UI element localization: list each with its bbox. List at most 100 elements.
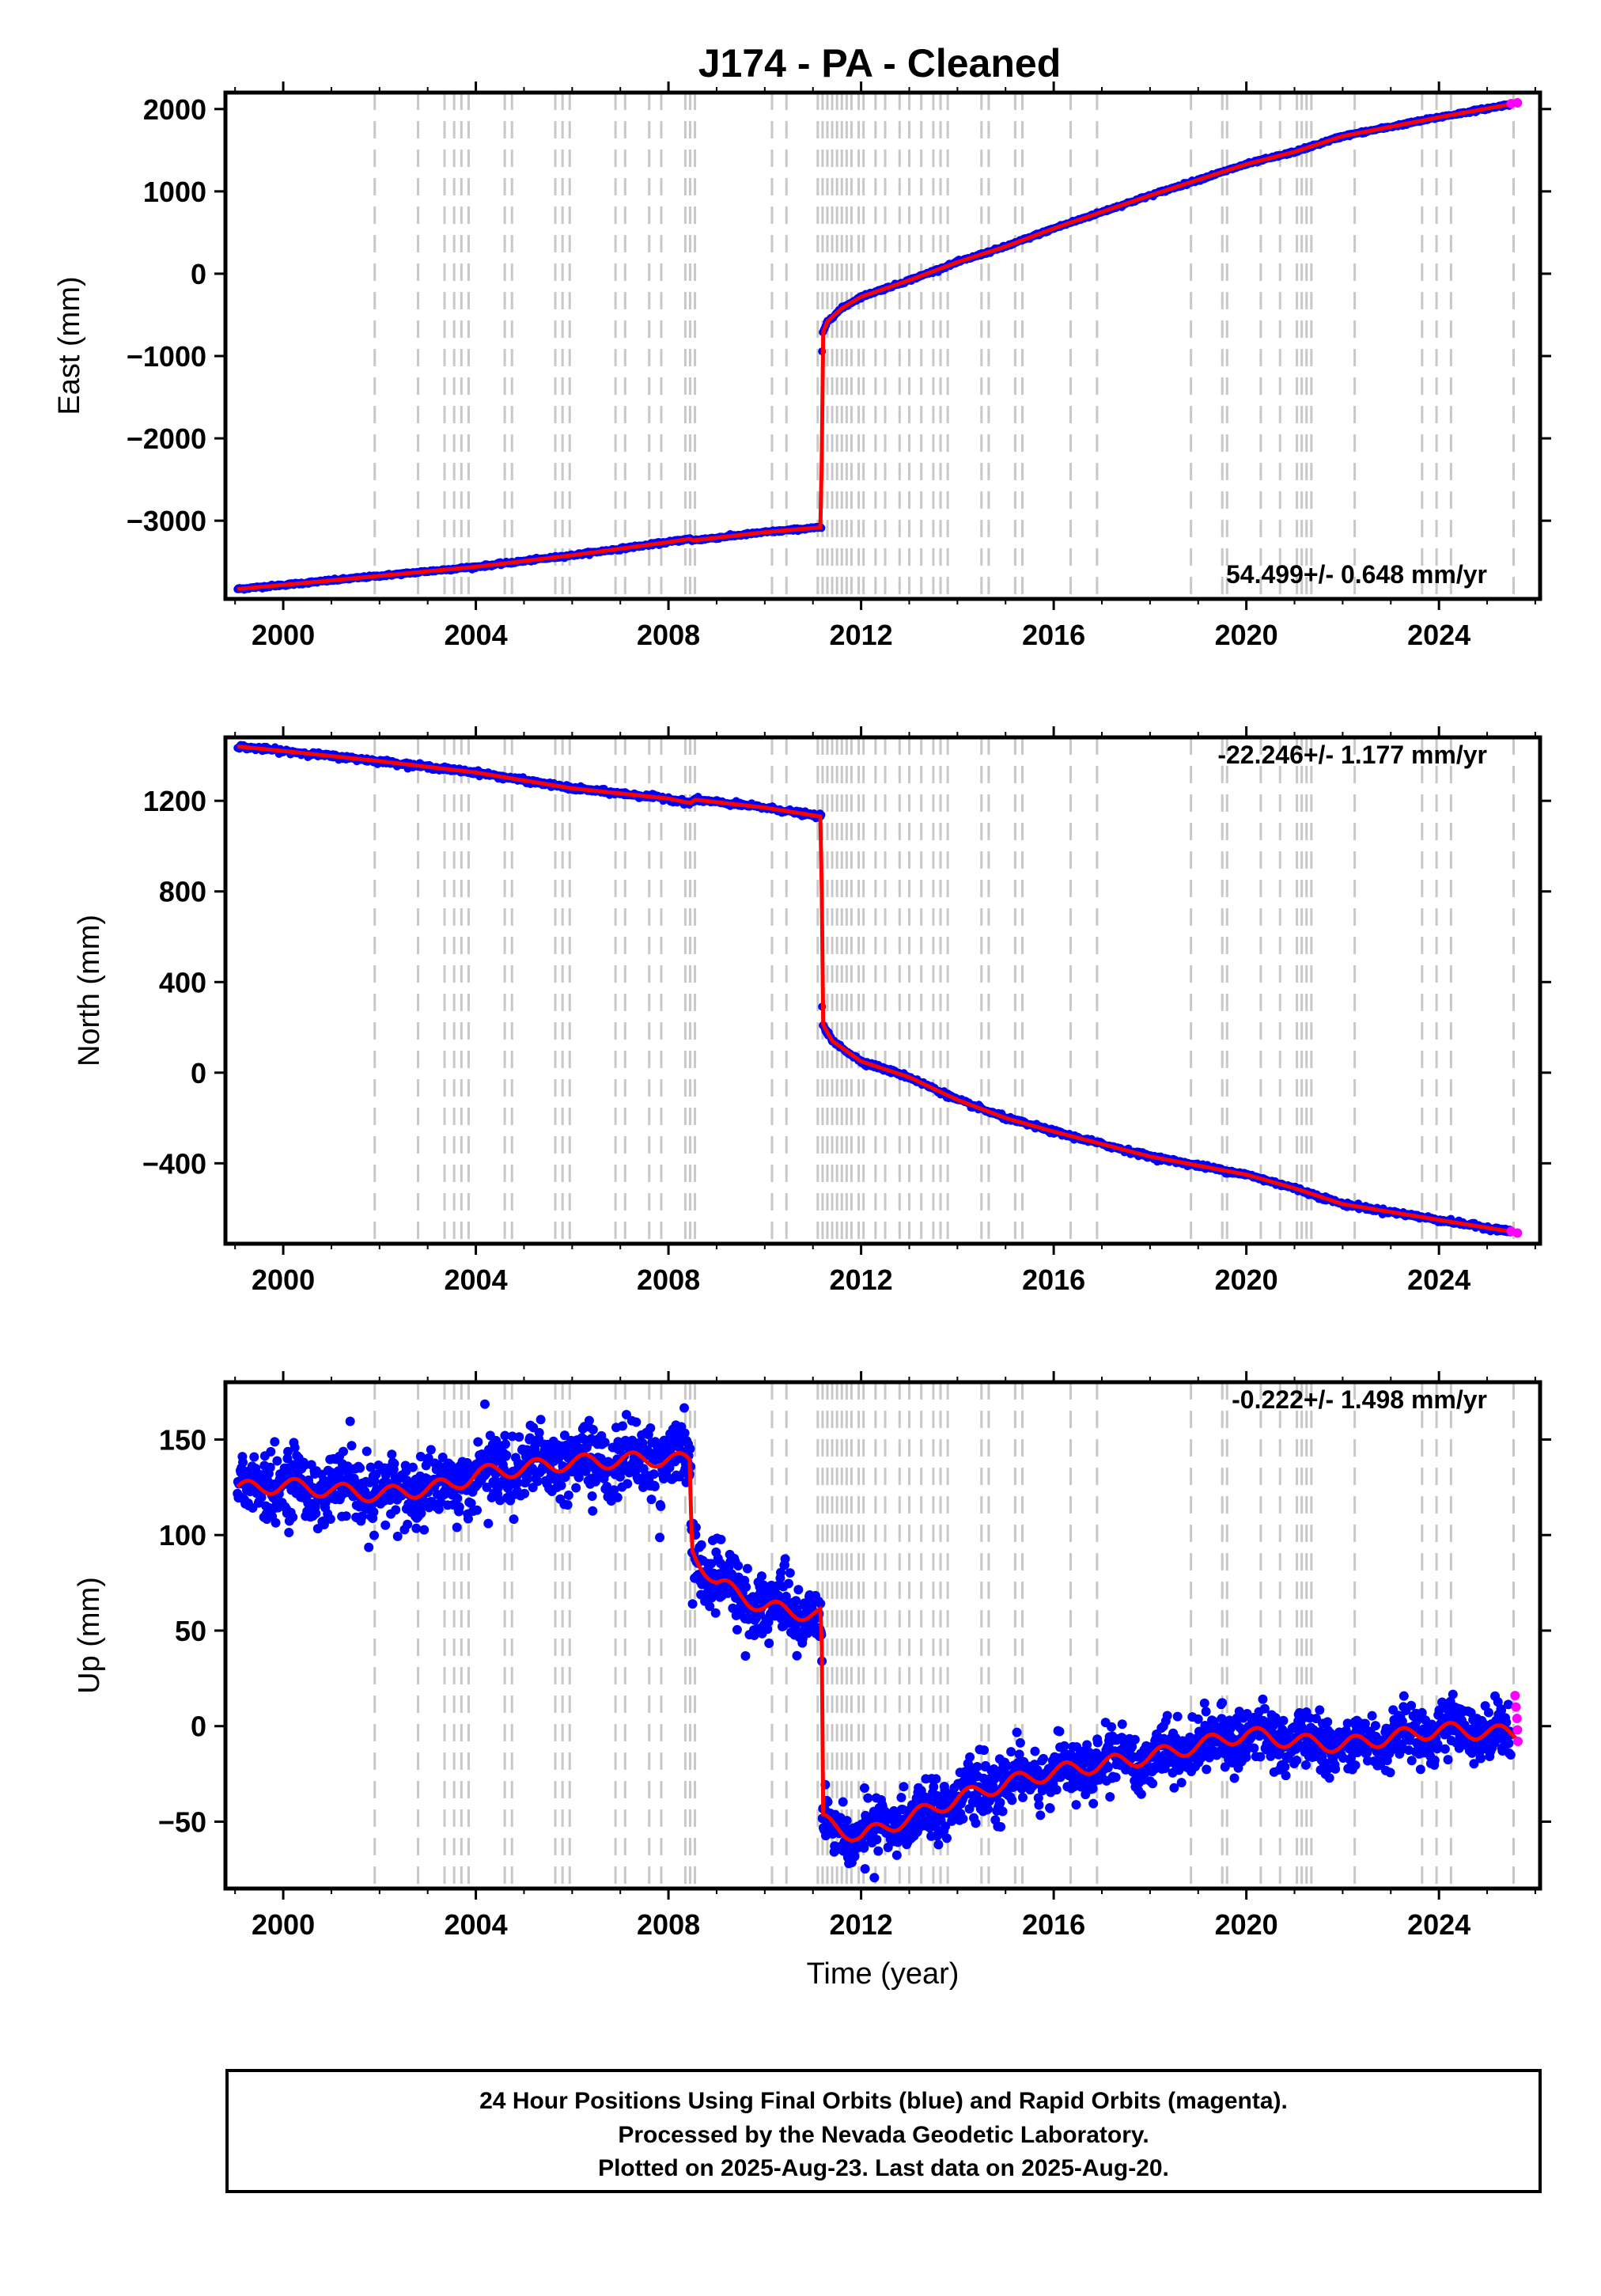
plot-area [233,1382,1523,1889]
data-point [403,1519,413,1529]
data-point [325,1514,335,1525]
data-point [355,1463,365,1473]
data-point [482,1482,492,1492]
data-point [472,1505,483,1515]
y-tick-label: 0 [191,258,206,290]
rate-annotation: 54.499+/- 0.648 mm/yr [1226,560,1487,589]
data-point [389,1458,399,1468]
data-point [483,1518,494,1529]
data-point [452,1522,462,1533]
data-point [290,1442,300,1453]
x-tick-label: 2016 [1022,1264,1085,1296]
data-point [361,1446,372,1457]
y-tick-label: −3000 [127,505,206,537]
data-point [272,1456,282,1466]
y-tick-label: −1000 [127,340,206,373]
data-point [623,1479,633,1489]
x-tick-label: 2024 [1407,619,1470,651]
data-point [536,1415,546,1425]
data-point [437,1453,448,1463]
x-tick-label: 2012 [830,619,893,651]
data-point [514,1432,524,1442]
y-tick-label: 800 [159,876,206,908]
rapid-point [1512,98,1523,108]
rate-annotation: -22.246+/- 1.177 mm/yr [1217,741,1487,769]
x-tick-label: 2004 [445,1264,508,1296]
data-point [618,1421,628,1431]
x-tick-label: 2020 [1215,619,1278,651]
plot-frame [223,735,1542,1246]
data-point [392,1531,403,1541]
data-point [369,1476,380,1487]
up-panel: 2000 2004 2008 2012 2016 2020 2024−50050100150… [73,1371,1551,1991]
data-point [358,1511,368,1521]
data-point [507,1431,517,1442]
x-tick-label: 2008 [637,1264,700,1296]
y-tick-label: 1000 [143,176,206,208]
data-point [365,1462,376,1472]
data-point [319,1519,329,1529]
x-tick-label: 2008 [637,619,700,651]
y-tick-label: 2000 [143,93,206,126]
data-point [364,1542,374,1552]
east-panel: 2000 2004 2008 2012 2016 2020 2024 −3000 −2000 −1… [53,81,1551,651]
y-tick-label: 1200 [143,785,206,817]
x-tick-label: 2016 [1022,619,1085,651]
x-tick-label: 2004 [445,619,508,651]
data-point [500,1439,510,1449]
data-point [288,1512,298,1522]
data-point [513,1478,523,1488]
data-point [534,1427,544,1438]
data-point [311,1508,321,1518]
data-point [270,1437,280,1447]
y-tick-label: −400 [142,1147,206,1180]
data-point [600,1438,610,1448]
data-point [407,1462,418,1472]
x-tick-label: 2020 [1215,1264,1278,1296]
data-point [612,1492,623,1502]
data-point [338,1446,348,1457]
data-point [479,1399,490,1409]
plot-area [233,93,1523,599]
figure-title: J174 - PA - Cleaned [698,41,1062,85]
data-point [369,1530,380,1540]
data-point [473,1437,483,1447]
plot-frame [223,90,1542,601]
data-point [416,1508,426,1518]
data-point [423,1453,433,1463]
data-point [369,1507,379,1517]
data-point [265,1462,275,1472]
data-point [411,1523,422,1533]
data-point [556,1480,566,1491]
data-point [466,1498,476,1508]
y-tick-label: 0 [191,1057,206,1089]
data-point [426,1445,436,1455]
data-point [463,1514,473,1524]
data-point [587,1491,597,1502]
y-tick-label: 400 [159,966,206,998]
data-point [282,1453,293,1464]
data-point [562,1500,573,1510]
data-point [238,1457,248,1468]
data-point [520,1488,530,1498]
data-point [588,1424,598,1434]
x-tick-label: 2024 [1407,1264,1470,1296]
data-point [509,1514,519,1525]
north-panel: 2000 2004 2008 2012 2016 2020 2024 −400 0 400 800 1… [73,726,1551,1296]
data-point [501,1450,512,1461]
data-point [271,1517,281,1528]
model-line [237,101,1517,591]
data-point [452,1493,463,1503]
data-point [266,1446,276,1457]
data-point [500,1430,510,1441]
data-point [345,1416,355,1426]
x-tick-label: 2012 [830,1264,893,1296]
data-point [284,1528,294,1538]
y-axis-label: East (mm) [53,276,86,415]
y-tick-label: −2000 [127,422,206,455]
data-point [387,1449,397,1460]
x-tick-label: 2000 [252,1264,315,1296]
y-axis-label: North (mm) [73,915,106,1067]
x-tick-label: 2000 [252,619,315,651]
data-point [419,1525,430,1535]
